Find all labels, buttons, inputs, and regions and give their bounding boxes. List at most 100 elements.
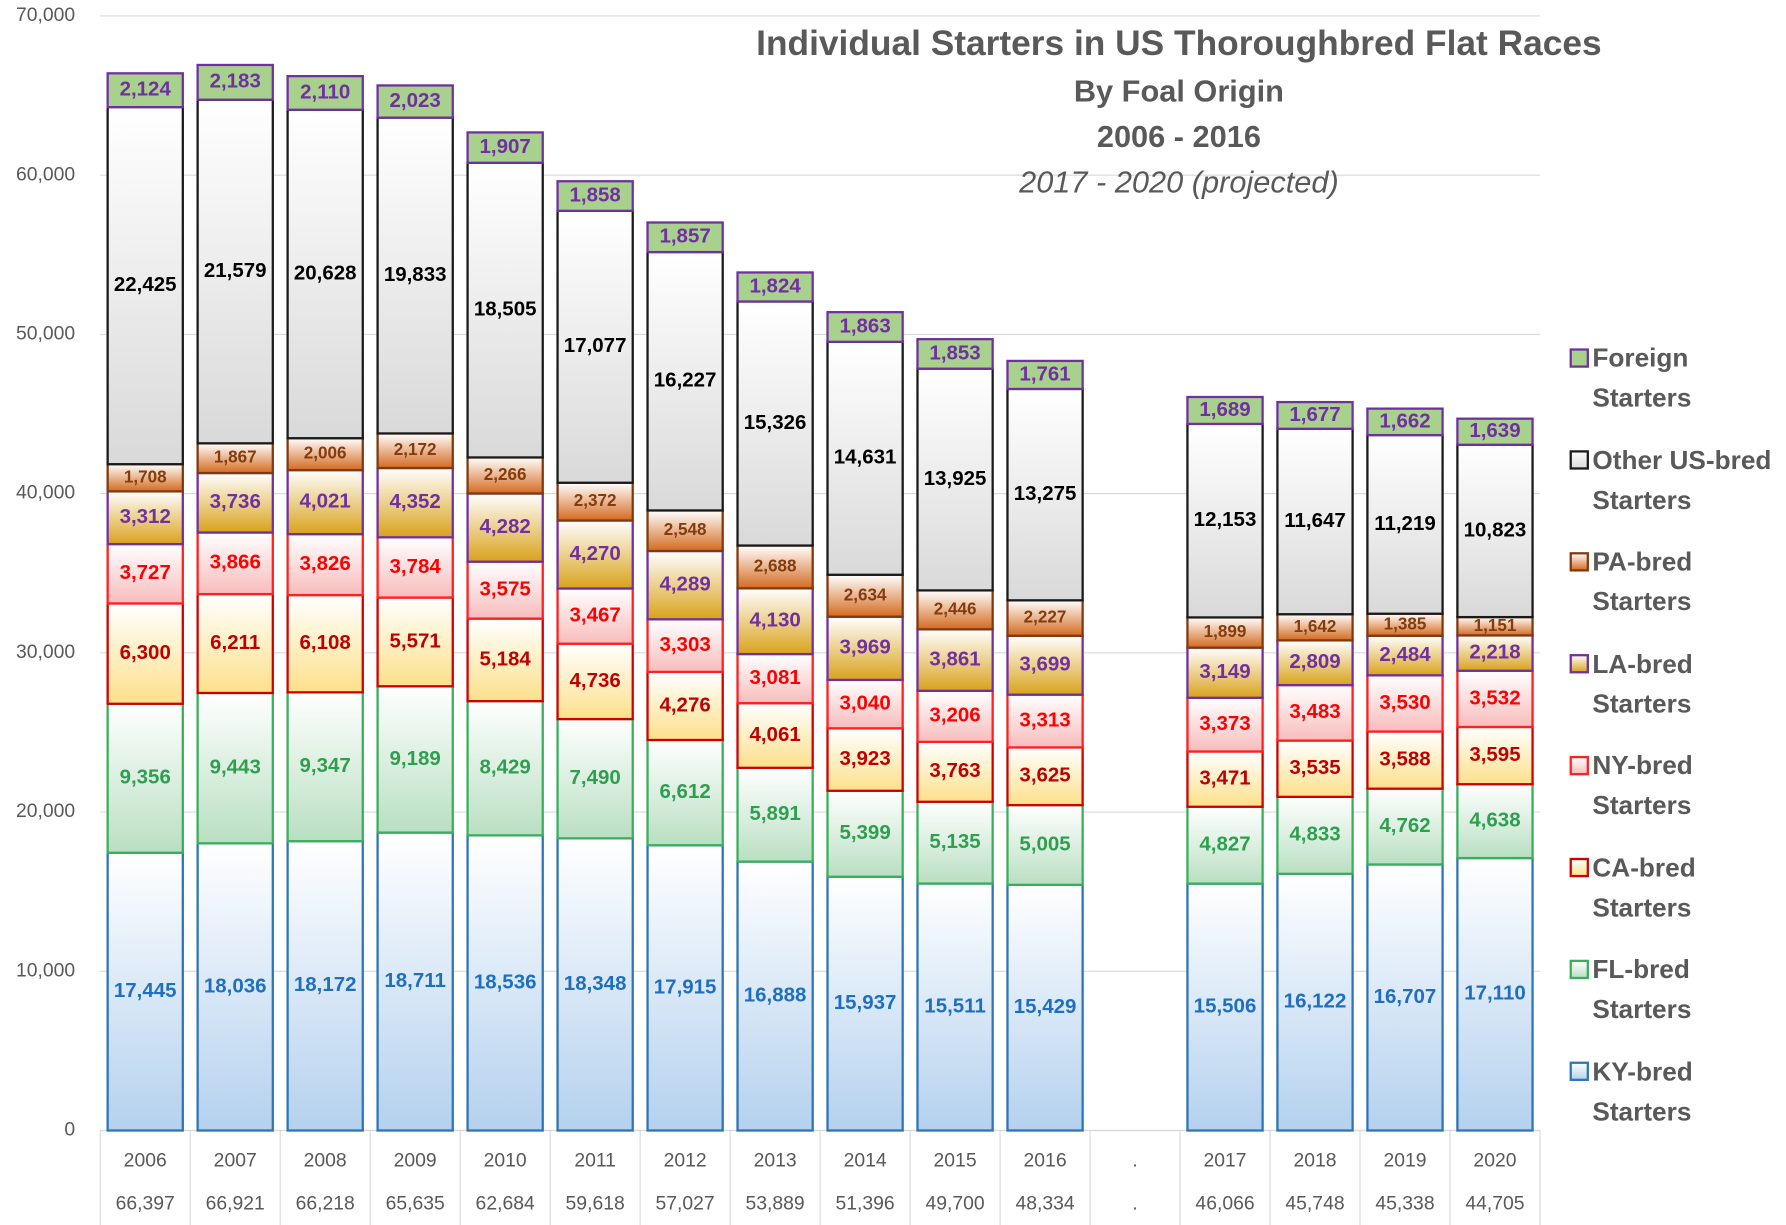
data-label: 9,347 — [300, 754, 351, 777]
data-label: 3,530 — [1379, 691, 1430, 714]
legend-label: Other US-bred Starters — [1592, 444, 1772, 515]
data-label: 14,631 — [834, 446, 897, 469]
data-label: 2,110 — [300, 80, 350, 103]
data-label: 3,588 — [1379, 748, 1430, 771]
data-label: 3,373 — [1199, 712, 1250, 735]
bar-segment — [466, 617, 544, 703]
x-tick-label: 2018 — [1293, 1149, 1336, 1171]
bar-segment — [646, 738, 724, 847]
bar-segment — [1006, 804, 1084, 886]
x-tick-sublabel: 66,921 — [206, 1193, 265, 1215]
bar-segment — [376, 466, 454, 539]
data-label: 18,505 — [474, 298, 537, 321]
data-label: 1,662 — [1379, 409, 1430, 432]
data-label: 8,429 — [480, 756, 531, 779]
data-label: 2,548 — [664, 520, 707, 539]
legend-label: PA-bred Starters — [1592, 546, 1693, 616]
y-tick-label: 50,000 — [16, 322, 75, 344]
data-label: 11,647 — [1284, 509, 1346, 532]
x-tick-sublabel: 48,334 — [1015, 1193, 1074, 1215]
data-label: 6,211 — [210, 631, 260, 654]
y-tick-label: 30,000 — [16, 641, 75, 663]
data-label: 3,206 — [929, 704, 980, 727]
legend-label: Foreign Starters — [1592, 342, 1692, 413]
data-label: 16,888 — [744, 983, 807, 1006]
data-label: 3,625 — [1019, 764, 1070, 787]
legend-swatch — [1569, 857, 1589, 878]
bar-segment — [556, 209, 634, 484]
data-label: 6,300 — [120, 641, 171, 664]
data-label: 17,077 — [564, 334, 627, 357]
bar-segment — [1006, 883, 1084, 1132]
chart-subtitle: By Foal Origin — [1074, 73, 1284, 108]
x-tick-label: 2011 — [574, 1149, 616, 1171]
bar-segment — [1186, 882, 1264, 1132]
bar-segment — [466, 131, 544, 164]
data-label: 1,858 — [570, 183, 621, 206]
data-label: 9,189 — [390, 747, 441, 770]
bar-segment — [736, 271, 814, 303]
x-tick-sublabel: . — [1132, 1193, 1137, 1215]
bar-segment — [1366, 730, 1444, 790]
data-label: 1,708 — [124, 467, 167, 486]
data-label: 5,891 — [749, 802, 800, 825]
chart-subtitle: 2006 - 2016 — [1097, 119, 1261, 154]
bar-segment — [1366, 674, 1444, 733]
x-tick-label: 2007 — [214, 1149, 257, 1171]
data-label: 9,443 — [210, 756, 261, 779]
x-tick-sublabel: 66,397 — [116, 1193, 175, 1215]
bar-segment — [466, 700, 544, 837]
legend-label: LA-bred Starters — [1592, 648, 1693, 718]
bar-segment — [1186, 395, 1264, 426]
bar-segment — [466, 492, 544, 563]
data-label: 16,227 — [654, 369, 717, 392]
bar-segment — [196, 842, 274, 1132]
y-tick-label: 0 — [64, 1119, 75, 1141]
bar-segment — [646, 618, 724, 674]
data-label: 4,762 — [1379, 814, 1430, 837]
legend-swatch — [1569, 450, 1589, 470]
bar-segment — [196, 442, 274, 475]
bar-segment — [466, 456, 544, 495]
x-tick-sublabel: 45,748 — [1285, 1193, 1344, 1215]
x-tick-sublabel: 45,338 — [1375, 1193, 1434, 1215]
bar-segment — [556, 180, 634, 212]
bar-segment — [376, 84, 454, 119]
data-label: 3,471 — [1199, 767, 1250, 790]
x-tick-sublabel: 49,700 — [925, 1193, 984, 1215]
data-label: 3,532 — [1469, 686, 1520, 709]
x-tick-sublabel: 53,889 — [746, 1193, 805, 1215]
x-tick-label: 2010 — [484, 1149, 527, 1171]
bar-segment — [916, 882, 994, 1132]
data-label: 19,833 — [384, 263, 447, 286]
x-tick-label: 2013 — [754, 1149, 797, 1171]
x-tick-sublabel: 59,618 — [566, 1193, 625, 1215]
legend-label: FL-bred Starters — [1592, 954, 1692, 1024]
data-label: 4,021 — [300, 490, 351, 513]
x-tick-label: 2008 — [304, 1149, 347, 1171]
bar-segment — [1456, 856, 1534, 1132]
bar-segment — [1276, 427, 1354, 616]
bar-segment — [556, 587, 634, 645]
y-tick-label: 70,000 — [16, 4, 75, 26]
data-label: 21,579 — [204, 259, 267, 282]
data-label: 7,490 — [570, 766, 621, 789]
data-label: 1,689 — [1199, 398, 1250, 421]
data-label: 15,506 — [1194, 994, 1257, 1017]
data-label: 4,827 — [1199, 833, 1250, 856]
data-label: 4,061 — [749, 723, 800, 746]
bar-segment — [196, 691, 274, 845]
bar-segment — [916, 367, 994, 592]
data-label: 17,915 — [654, 975, 717, 998]
data-label: 3,727 — [120, 561, 171, 584]
data-label: 22,425 — [114, 273, 177, 296]
bar-segment — [916, 628, 994, 692]
bar-segment — [1366, 407, 1444, 437]
x-tick-label: 2014 — [844, 1149, 887, 1171]
bar-segment — [196, 471, 274, 534]
bar-segment — [1456, 443, 1534, 619]
x-tick-sublabel: 66,218 — [296, 1193, 355, 1215]
data-label: 4,270 — [570, 542, 621, 565]
data-label: 17,110 — [1464, 982, 1526, 1005]
data-label: 3,313 — [1019, 708, 1070, 731]
